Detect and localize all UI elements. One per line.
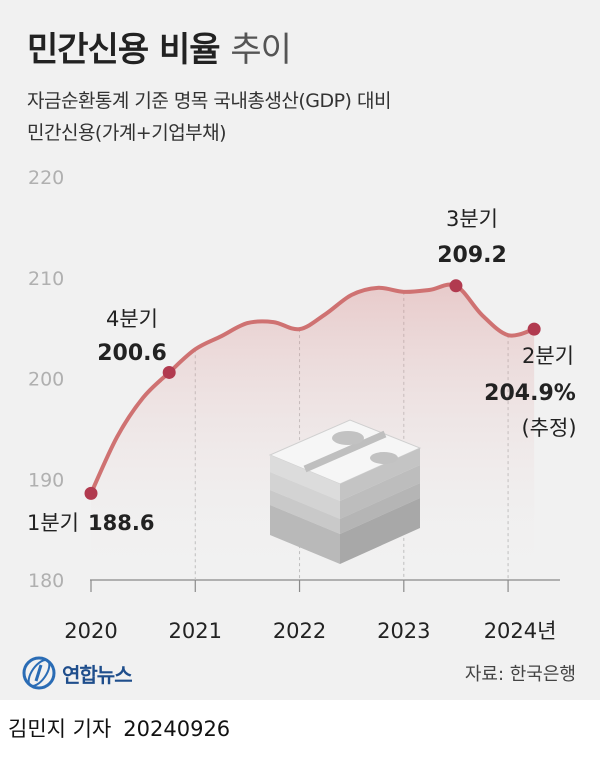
- data-point-marker: [527, 322, 541, 336]
- page-title: 민간신용 비율 추이: [27, 22, 292, 71]
- x-tick-label: 2022: [273, 619, 326, 643]
- annotation-label: 4분기: [106, 307, 158, 331]
- x-tick-label: 2024년: [484, 619, 557, 643]
- x-tick-label: 2020: [64, 619, 117, 643]
- y-tick-label: 220: [28, 167, 64, 189]
- title-light: 추이: [230, 30, 292, 70]
- annotation-value: 200.6: [97, 341, 167, 366]
- area-fill: [91, 284, 535, 580]
- source-note: 자료: 한국은행: [464, 664, 576, 685]
- annotation-q1-2020: 1분기 188.6: [27, 511, 154, 535]
- markers: [84, 279, 541, 500]
- y-tick-label: 200: [28, 369, 64, 391]
- yonhap-logo-icon: [22, 656, 56, 690]
- chart-area: 220 210 200 190 180 2020 2021 2022 2023 2024년: [27, 167, 577, 643]
- annotation-value: 188.6: [88, 511, 154, 535]
- reporter-name: 김민지 기자: [8, 717, 112, 741]
- subtitle-line-1: 자금순환통계 기준 명목 국내총생산(GDP) 대비: [27, 90, 391, 112]
- annotation-label: 1분기: [27, 511, 79, 535]
- yonhap-logo: 연합뉴스: [22, 656, 133, 690]
- data-point-marker: [449, 279, 463, 293]
- x-tick-label: 2023: [377, 619, 430, 643]
- money-stack-icon: [268, 419, 422, 564]
- annotation-value: 209.2: [437, 243, 507, 268]
- annotation-q2-2024: 2분기 204.9% (추정): [484, 344, 576, 440]
- data-point-marker: [162, 365, 176, 379]
- y-tick-label: 190: [28, 469, 64, 491]
- y-axis: 220 210 200 190 180: [28, 167, 64, 592]
- title-bold: 민간신용 비율: [27, 30, 221, 70]
- publish-date: 20240926: [123, 717, 231, 741]
- annotation-note: (추정): [521, 416, 576, 440]
- annotation-q4-2020: 4분기 200.6: [97, 307, 167, 366]
- data-point-marker: [84, 486, 98, 500]
- annotation-value: 204.9%: [484, 381, 576, 406]
- y-tick-label: 210: [28, 268, 64, 290]
- byline: 김민지 기자 20240926: [8, 713, 230, 743]
- x-axis: 2020 2021 2022 2023 2024년: [64, 580, 556, 643]
- subtitle-line-2: 민간신용(가계+기업부채): [27, 122, 227, 144]
- annotation-label: 2분기: [522, 344, 574, 368]
- yonhap-logo-text: 연합뉴스: [62, 662, 133, 687]
- y-tick-label: 180: [28, 570, 64, 592]
- annotation-q3-2023: 3분기 209.2: [437, 207, 507, 268]
- infographic-card: 민간신용 비율 추이 자금순환통계 기준 명목 국내총생산(GDP) 대비 민간…: [0, 0, 600, 700]
- x-tick-label: 2021: [169, 619, 222, 643]
- annotation-label: 3분기: [446, 207, 498, 231]
